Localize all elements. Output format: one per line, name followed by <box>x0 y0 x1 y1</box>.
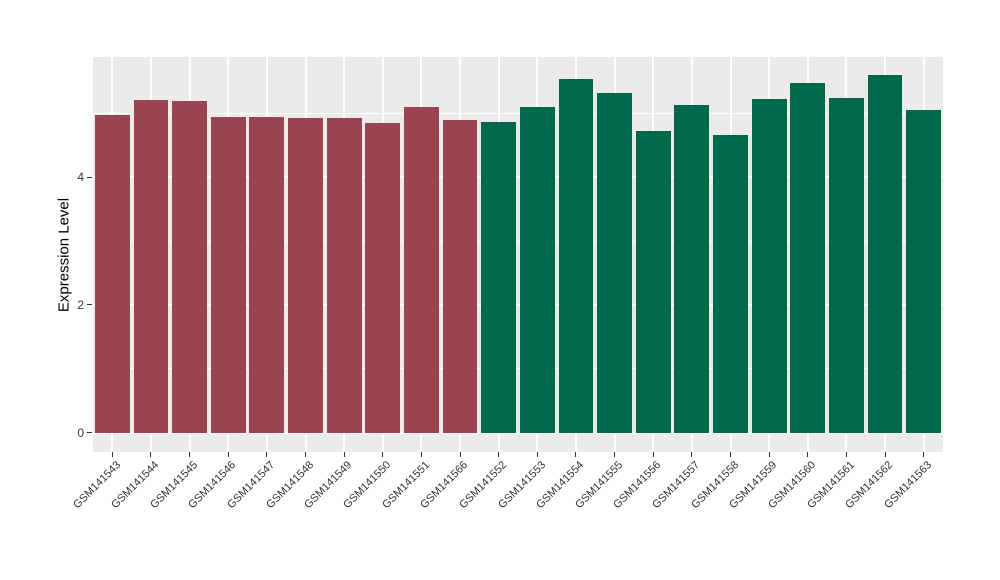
x-axis-tick <box>227 452 229 457</box>
x-axis-tick <box>266 452 268 457</box>
y-tick-label: 4 <box>77 170 84 185</box>
gridline-minor <box>93 112 943 114</box>
x-axis-tick <box>498 452 500 457</box>
gridline-minor <box>93 368 943 370</box>
x-axis-tick <box>536 452 538 457</box>
x-axis-tick <box>343 452 345 457</box>
x-axis-tick <box>575 452 577 457</box>
y-axis-title: Expression Level <box>55 197 73 313</box>
gridline-major <box>93 176 943 179</box>
bar <box>288 118 323 433</box>
x-axis-tick <box>691 452 693 457</box>
x-axis-tick <box>189 452 191 457</box>
bar <box>94 114 130 433</box>
x-axis-tick <box>923 452 925 457</box>
x-axis-tick <box>730 452 731 457</box>
x-axis-tick <box>768 452 770 457</box>
bar <box>906 110 942 433</box>
bar <box>751 99 787 433</box>
bar <box>867 74 903 433</box>
x-axis-tick <box>150 452 152 457</box>
bar <box>404 106 439 433</box>
x-axis-tick <box>884 452 886 457</box>
x-axis-tick <box>382 452 384 457</box>
chart-panel <box>93 57 943 452</box>
x-axis-tick <box>111 452 113 457</box>
bar <box>674 104 710 433</box>
x-axis-tick <box>807 452 809 457</box>
y-axis-tick <box>87 176 92 178</box>
bar <box>790 83 826 433</box>
y-tick-label: 2 <box>77 297 84 312</box>
y-axis-tick <box>87 304 92 306</box>
bar <box>442 120 478 433</box>
bar <box>172 101 207 433</box>
gridline-major <box>93 431 943 434</box>
bar <box>829 97 864 433</box>
bar <box>519 106 555 433</box>
bar <box>713 134 748 433</box>
bar <box>365 123 401 433</box>
x-axis-tick <box>459 452 461 457</box>
x-axis-tick <box>845 452 847 457</box>
bar <box>249 117 285 433</box>
gridline-minor <box>93 240 943 242</box>
x-axis-tick <box>420 452 422 457</box>
bar <box>481 122 517 433</box>
bar <box>133 99 169 433</box>
gridline-major <box>93 303 943 306</box>
bar <box>597 93 632 433</box>
bar <box>635 130 671 433</box>
x-axis-tick <box>652 452 654 457</box>
bar <box>558 79 594 433</box>
x-axis-tick <box>305 452 306 457</box>
bar <box>210 117 246 433</box>
y-tick-label: 0 <box>77 425 84 440</box>
bar <box>326 117 362 433</box>
x-axis-tick <box>614 452 616 457</box>
y-axis-tick <box>87 432 92 434</box>
